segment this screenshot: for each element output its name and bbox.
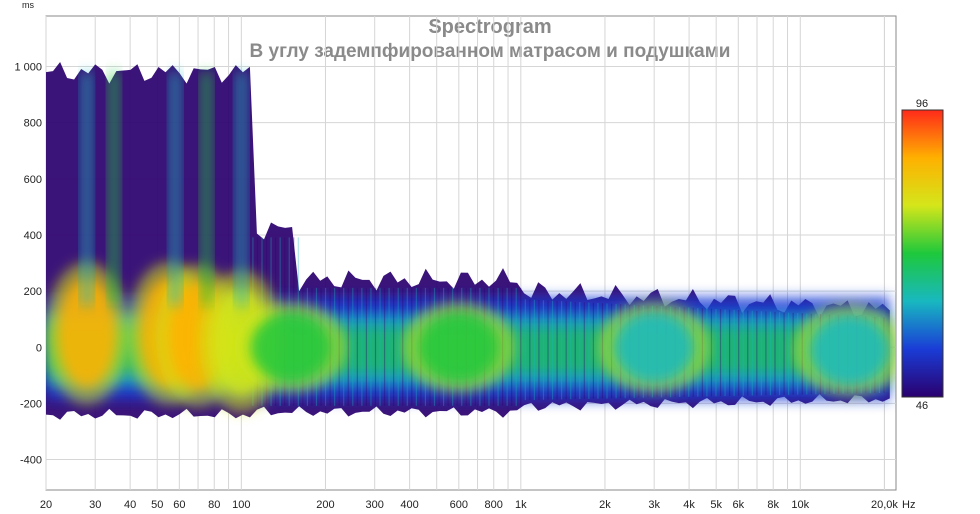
x-tick-label: 6k bbox=[732, 499, 744, 511]
x-tick-label: 400 bbox=[400, 499, 418, 511]
chart-title: Spectrogram bbox=[428, 16, 551, 38]
x-tick-label: 8k bbox=[767, 499, 779, 511]
x-tick-label: 800 bbox=[485, 499, 503, 511]
x-axis-unit: Hz bbox=[902, 499, 915, 511]
y-tick-label: 400 bbox=[24, 230, 42, 242]
x-tick-label: 60 bbox=[173, 499, 185, 511]
x-tick-label: 200 bbox=[316, 499, 334, 511]
x-tick-label: 300 bbox=[366, 499, 384, 511]
x-tick-label: 3k bbox=[648, 499, 660, 511]
energy-peak bbox=[809, 315, 890, 386]
low-freq-ridge bbox=[107, 72, 120, 306]
x-tick-label: 600 bbox=[450, 499, 468, 511]
y-tick-label: 200 bbox=[24, 286, 42, 298]
y-tick-label: 600 bbox=[24, 174, 42, 186]
x-tick-label: 50 bbox=[151, 499, 163, 511]
x-tick-label: 80 bbox=[208, 499, 220, 511]
low-freq-ridge bbox=[200, 72, 213, 306]
y-tick-label: -200 bbox=[20, 398, 42, 410]
low-freq-ridge bbox=[80, 72, 93, 306]
y-axis-unit: ms bbox=[22, 0, 34, 10]
y-tick-label: 1 000 bbox=[14, 62, 42, 74]
x-tick-label: 100 bbox=[232, 499, 250, 511]
spectrogram-field bbox=[46, 62, 896, 420]
x-tick-label: 4k bbox=[683, 499, 695, 511]
colorbar-max-label: 96 bbox=[916, 98, 928, 110]
energy-peak bbox=[418, 312, 499, 383]
x-tick-label: 2k bbox=[599, 499, 611, 511]
energy-peak bbox=[250, 312, 331, 383]
x-tick-label: 20,0k bbox=[871, 499, 898, 511]
x-axis-ticks: 20 30 40 50 60 80 100 200 300 400 600 800 1k 2k 3k 4k 5k… bbox=[40, 499, 899, 511]
y-tick-label: -400 bbox=[20, 455, 42, 467]
low-freq-ridge bbox=[235, 72, 248, 306]
x-tick-label: 1k bbox=[515, 499, 527, 511]
chart-subtitle: В углу задемпфированном матрасом и подуш… bbox=[250, 41, 731, 62]
y-tick-label: 800 bbox=[24, 118, 42, 130]
low-freq-ridge bbox=[169, 72, 182, 306]
x-tick-label: 30 bbox=[89, 499, 101, 511]
y-tick-label: 0 bbox=[36, 342, 42, 354]
x-tick-label: 40 bbox=[124, 499, 136, 511]
colorbar: 96 46 bbox=[901, 98, 944, 412]
x-tick-label: 20 bbox=[40, 499, 52, 511]
y-axis-ticks: 1 000 800 600 400 200 0 -200 -400 bbox=[14, 62, 42, 467]
energy-peak bbox=[614, 312, 695, 383]
colorbar-scale bbox=[901, 109, 944, 398]
colorbar-min-label: 46 bbox=[916, 400, 928, 412]
x-tick-label: 10k bbox=[791, 499, 809, 511]
x-tick-label: 5k bbox=[710, 499, 722, 511]
energy-peak bbox=[56, 278, 117, 389]
